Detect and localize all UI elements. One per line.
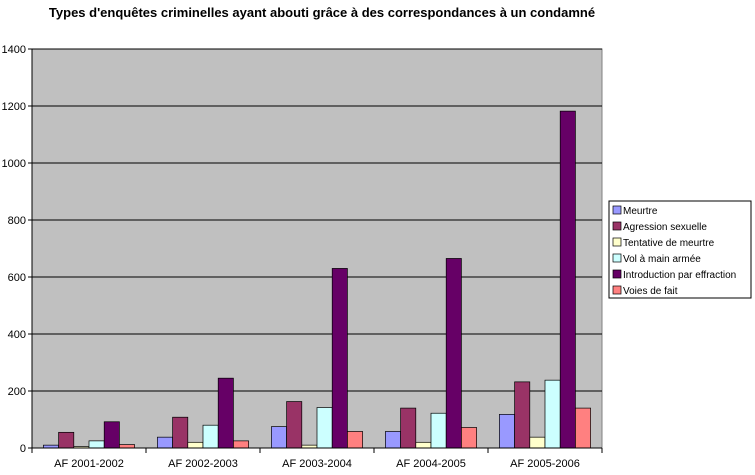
bar xyxy=(529,436,546,449)
bar xyxy=(331,268,348,449)
bar xyxy=(286,401,303,449)
legend-label: Agression sexuelle xyxy=(623,222,707,233)
legend-label: Meurtre xyxy=(623,206,658,217)
y-tick-label: 400 xyxy=(8,329,26,341)
y-axis-ticks: 0 200 400 600 800 1000 1200 1400 xyxy=(2,44,33,455)
legend-swatch xyxy=(612,269,622,279)
bar xyxy=(103,421,120,449)
legend-label: Voies de fait xyxy=(623,286,678,297)
bar xyxy=(575,407,591,449)
bar xyxy=(385,431,401,449)
bar xyxy=(347,431,363,449)
y-tick-label: 1400 xyxy=(2,44,26,56)
bar xyxy=(514,381,531,449)
bar xyxy=(544,379,561,449)
legend-swatch xyxy=(612,253,622,263)
x-tick-label: AF 2001-2002 xyxy=(54,458,124,470)
legend-swatch xyxy=(612,237,622,247)
legend-swatch xyxy=(612,221,622,231)
bar xyxy=(187,441,204,449)
bars xyxy=(43,110,591,449)
x-tick-label: AF 2004-2005 xyxy=(396,458,466,470)
y-tick-label: 1000 xyxy=(2,158,26,170)
gridlines xyxy=(32,48,602,392)
legend-label: Vol à main armée xyxy=(623,254,701,265)
legend-swatch xyxy=(612,205,622,215)
bar xyxy=(119,444,135,449)
chart-title: Types d'enquêtes criminelles ayant about… xyxy=(49,5,595,20)
plot-area xyxy=(31,48,603,449)
y-tick-label: 200 xyxy=(8,386,26,398)
legend-box xyxy=(608,200,752,299)
bar xyxy=(233,440,249,449)
bar xyxy=(316,407,333,449)
bar xyxy=(499,414,515,449)
bar xyxy=(88,440,105,449)
bar xyxy=(58,431,75,449)
bar xyxy=(400,407,417,449)
bar xyxy=(461,427,477,449)
legend-swatch xyxy=(612,285,622,295)
bar xyxy=(559,110,576,449)
bar xyxy=(157,436,173,449)
legend: Meurtre Agression sexuelle Tentative de me… xyxy=(608,200,752,299)
bar xyxy=(415,441,432,449)
y-tick-label: 600 xyxy=(8,272,26,284)
bar xyxy=(172,416,189,449)
legend-label: Introduction par effraction xyxy=(623,270,736,281)
bar xyxy=(202,424,219,449)
x-tick-label: AF 2003-2004 xyxy=(282,458,352,470)
legend-label: Tentative de meurtre xyxy=(623,238,715,249)
bar xyxy=(430,412,447,449)
y-tick-label: 0 xyxy=(20,443,26,455)
bar xyxy=(217,377,234,449)
bar xyxy=(271,426,287,449)
bar xyxy=(445,258,462,449)
y-tick-label: 800 xyxy=(8,215,26,227)
x-tick-label: AF 2002-2003 xyxy=(168,458,238,470)
y-tick-label: 1200 xyxy=(2,101,26,113)
x-tick-label: AF 2005-2006 xyxy=(510,458,580,470)
x-axis: AF 2001-2002 AF 2002-2003 AF 2003-2004 AF 2… xyxy=(31,447,603,470)
